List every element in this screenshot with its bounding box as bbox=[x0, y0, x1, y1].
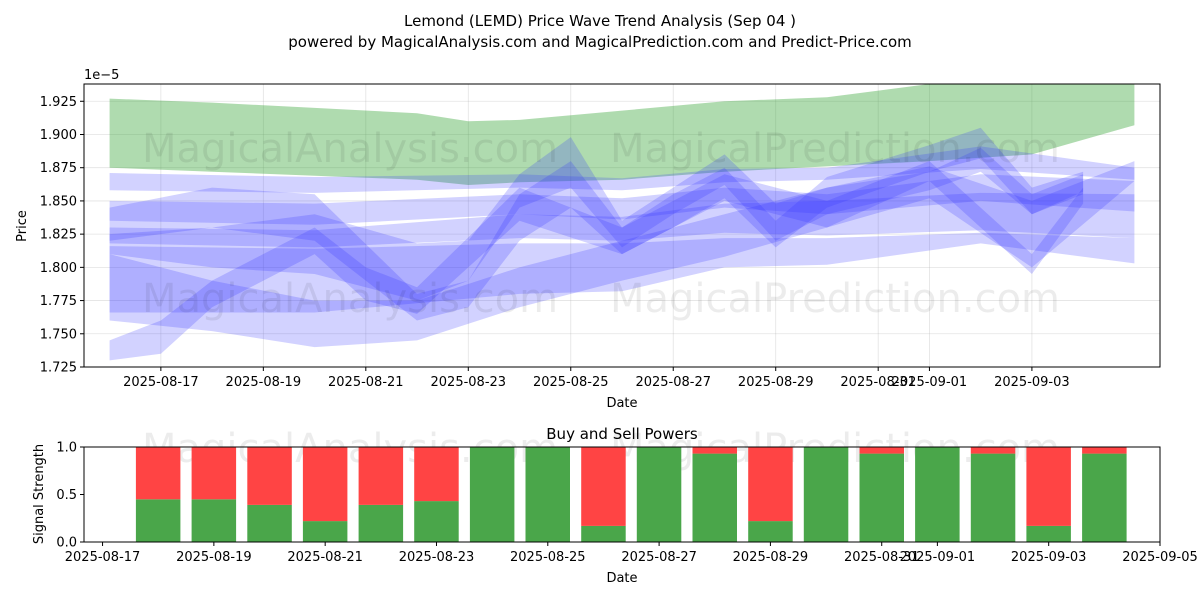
price-x-tick-label: 2025-09-03 bbox=[994, 375, 1070, 390]
signal-x-tick-label: 2025-08-17 bbox=[65, 550, 141, 565]
price-x-tick-label: 2025-08-23 bbox=[431, 375, 507, 390]
price-y-tick-label: 1.875 bbox=[40, 161, 77, 176]
blue-trend-band-1 bbox=[109, 146, 1135, 193]
signal-x-tick-label: 2025-09-05 bbox=[1122, 550, 1198, 565]
price-y-tick-label: 1.850 bbox=[40, 194, 77, 209]
sell-bar bbox=[1082, 447, 1127, 454]
signal-x-tick-label: 2025-08-23 bbox=[399, 550, 475, 565]
sell-bar bbox=[358, 447, 404, 505]
buy-bar bbox=[970, 453, 1016, 542]
price-x-tick-label: 2025-08-21 bbox=[328, 375, 404, 390]
signal-x-axis-label: Date bbox=[606, 571, 637, 586]
signal-y-tick-label: 1.0 bbox=[56, 441, 77, 456]
blue-trend-band-2 bbox=[109, 174, 1135, 225]
signal-panel: Buy and Sell Powers MagicalAnalysis.com … bbox=[32, 425, 1198, 586]
watermark-analysis-mid: MagicalAnalysis.com bbox=[142, 276, 558, 322]
signal-bars bbox=[135, 447, 1127, 543]
price-y-tick-label: 1.775 bbox=[40, 294, 77, 309]
price-y-tick-label: 1.750 bbox=[40, 327, 77, 342]
buy-bar bbox=[581, 525, 626, 542]
sell-bar bbox=[1026, 447, 1071, 526]
price-y-exponent: 1e−5 bbox=[84, 68, 119, 83]
green-trend-band bbox=[109, 84, 1135, 185]
price-x-tick-label: 2025-08-17 bbox=[123, 375, 199, 390]
price-x-tick-label: 2025-08-31 bbox=[840, 375, 916, 390]
price-panel: MagicalAnalysis.com MagicalPrediction.co… bbox=[15, 68, 1161, 411]
signal-x-tick-label: 2025-08-29 bbox=[733, 550, 809, 565]
buy-bar bbox=[1026, 525, 1071, 542]
buy-bar bbox=[191, 499, 237, 543]
blue-trend-band-8 bbox=[109, 161, 1084, 361]
sell-bar bbox=[859, 447, 904, 454]
signal-x-tick-label: 2025-08-19 bbox=[176, 550, 252, 565]
watermark-prediction-mid: MagicalPrediction.com bbox=[610, 276, 1060, 322]
blue-trend-band-6 bbox=[109, 127, 1084, 321]
buy-bar bbox=[469, 447, 515, 542]
sell-bar bbox=[970, 447, 1016, 454]
price-x-tick-label: 2025-08-29 bbox=[738, 375, 814, 390]
signal-y-ticks: 0.0 0.5 1.0 bbox=[56, 441, 84, 551]
watermark-prediction-top: MagicalPrediction.com bbox=[610, 126, 1060, 172]
price-x-tick-label: 2025-08-19 bbox=[226, 375, 302, 390]
chart-title: Lemond (LEMD) Price Wave Trend Analysis … bbox=[404, 12, 796, 30]
price-y-tick-label: 1.825 bbox=[40, 228, 77, 243]
sell-bar bbox=[247, 447, 292, 505]
buy-bar bbox=[414, 501, 459, 542]
price-bands bbox=[109, 84, 1135, 361]
blue-trend-band-7 bbox=[109, 161, 1135, 348]
price-y-tick-label: 1.900 bbox=[40, 128, 77, 143]
buy-bar bbox=[636, 447, 682, 542]
price-y-ticks: 1.725 1.750 1.775 1.800 1.825 1.850 1.875 1.900… bbox=[40, 95, 84, 376]
price-x-axis-label: Date bbox=[606, 396, 637, 411]
buy-bar bbox=[748, 521, 793, 542]
signal-x-tick-label: 2025-09-03 bbox=[1011, 550, 1087, 565]
chart-subtitle: powered by MagicalAnalysis.com and Magic… bbox=[288, 33, 912, 51]
price-grid bbox=[84, 84, 1160, 368]
price-y-tick-label: 1.800 bbox=[40, 261, 77, 276]
price-x-tick-label: 2025-08-27 bbox=[635, 375, 711, 390]
buy-bar bbox=[135, 499, 181, 543]
sell-bar bbox=[748, 447, 793, 522]
signal-x-tick-label: 2025-08-21 bbox=[287, 550, 363, 565]
signal-title: Buy and Sell Powers bbox=[546, 425, 698, 443]
price-y-tick-label: 1.725 bbox=[40, 361, 77, 376]
signal-y-tick-label: 0.5 bbox=[56, 488, 77, 503]
buy-bar bbox=[358, 504, 404, 542]
buy-bar bbox=[302, 521, 348, 542]
watermark-analysis-top: MagicalAnalysis.com bbox=[142, 126, 558, 172]
price-band-group bbox=[109, 84, 1135, 361]
signal-x-tick-label: 2025-08-31 bbox=[844, 550, 920, 565]
sell-bar bbox=[414, 447, 459, 502]
signal-x-tick-label: 2025-08-25 bbox=[510, 550, 586, 565]
sell-bar bbox=[581, 447, 626, 526]
signal-y-axis-label: Signal Strength bbox=[32, 444, 47, 544]
signal-y-tick-label: 0.0 bbox=[56, 536, 77, 551]
blue-trend-band-4 bbox=[109, 232, 1135, 313]
sell-bar bbox=[302, 447, 348, 522]
sell-bar bbox=[191, 447, 237, 500]
signal-x-tick-label: 2025-08-27 bbox=[621, 550, 697, 565]
signal-x-tick-label: 2025-09-01 bbox=[900, 550, 976, 565]
blue-trend-band-3 bbox=[109, 192, 1135, 248]
buy-bar bbox=[803, 447, 849, 542]
sell-bar bbox=[692, 447, 737, 454]
buy-bar bbox=[859, 453, 904, 542]
buy-bar bbox=[1082, 453, 1127, 542]
price-y-tick-label: 1.925 bbox=[40, 95, 77, 110]
sell-bar bbox=[135, 447, 181, 500]
signal-x-ticks: 2025-08-17 2025-08-19 2025-08-21 2025-08-23… bbox=[65, 542, 1198, 565]
blue-trend-band-5 bbox=[109, 137, 1084, 301]
price-plot-frame bbox=[83, 83, 1161, 368]
buy-bar bbox=[525, 447, 570, 542]
buy-bar bbox=[915, 447, 960, 542]
buy-bar bbox=[247, 504, 292, 542]
buy-bar bbox=[692, 453, 737, 542]
price-x-tick-label: 2025-08-25 bbox=[533, 375, 609, 390]
price-x-tick-label: 2025-09-01 bbox=[892, 375, 968, 390]
price-y-axis-label: Price bbox=[15, 210, 30, 242]
price-x-ticks: 2025-08-17 2025-08-19 2025-08-21 2025-08-23… bbox=[123, 367, 1070, 390]
